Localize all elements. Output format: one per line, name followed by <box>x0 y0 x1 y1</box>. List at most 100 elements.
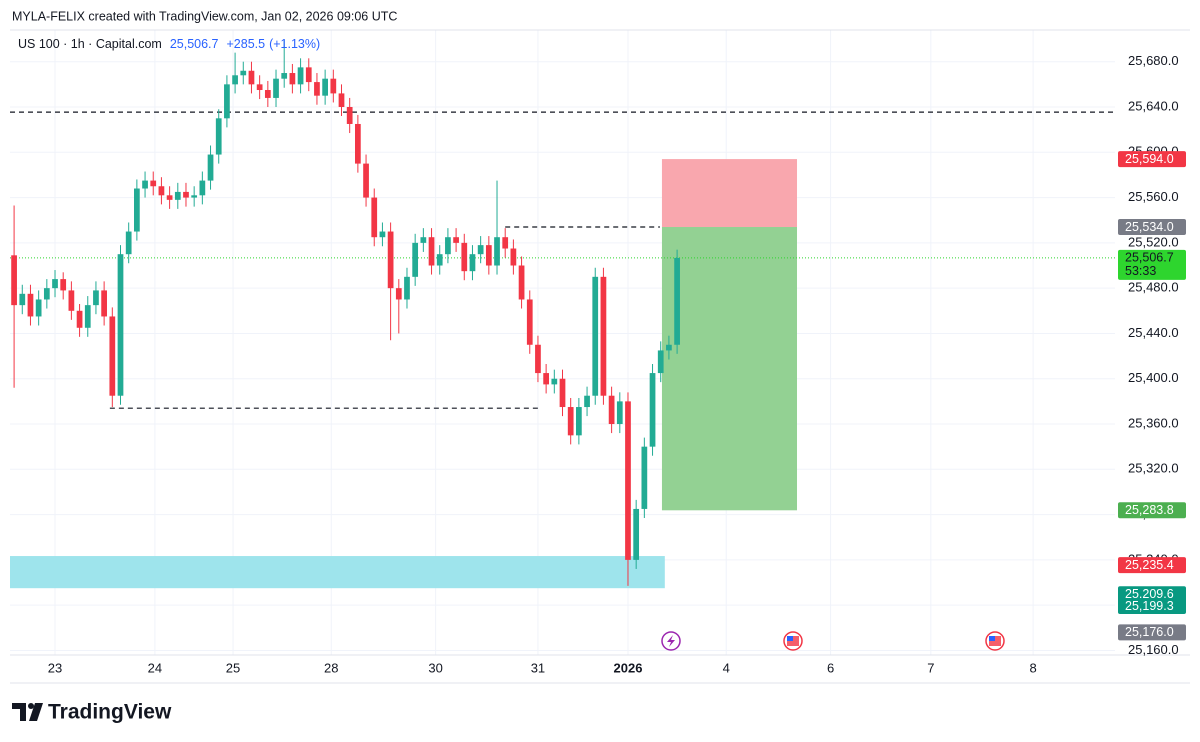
countdown: 53:33 <box>1125 264 1156 278</box>
candle-body <box>305 67 312 83</box>
candle-body <box>142 180 148 189</box>
last-price-label: 25,506.7 <box>1125 251 1174 265</box>
target-badge <box>1118 502 1186 519</box>
price-badge-label: 25,235.4 <box>1125 558 1174 572</box>
candle-body <box>166 195 173 200</box>
candle-body <box>633 508 640 560</box>
candle-body <box>297 67 304 85</box>
candle-body <box>322 78 328 96</box>
candle-body <box>535 344 541 374</box>
candle-body <box>371 197 378 238</box>
axes: 25,160.025,200.025,240.025,280.025,320.0… <box>10 29 1190 684</box>
candle-body <box>35 299 42 317</box>
y-tick-label: 25,520.0 <box>1128 234 1179 249</box>
last-price-badge <box>1118 249 1186 280</box>
x-tick-label: 2026 <box>614 660 643 675</box>
zone <box>10 556 665 589</box>
candle-body <box>52 279 58 289</box>
candle-body <box>19 293 26 306</box>
candle-body <box>592 276 599 396</box>
candle-body <box>174 191 181 200</box>
price-badge <box>1118 597 1186 614</box>
candle-body <box>494 237 500 266</box>
legend-change: +285.5 <box>226 37 265 51</box>
candle-body <box>567 407 574 436</box>
candle-body <box>273 78 279 98</box>
candle-body <box>158 186 165 196</box>
candle-body <box>469 254 476 272</box>
reward-box <box>661 227 798 511</box>
candle-body <box>543 373 549 385</box>
candle-body <box>240 70 247 76</box>
price-badge-label: 25,199.3 <box>1125 599 1174 613</box>
candle-body <box>232 75 238 85</box>
candle-body <box>43 288 50 300</box>
price-badge <box>1118 557 1186 574</box>
overlays <box>10 111 1115 589</box>
symbol: US 100 · 1h · Capital.com <box>18 37 162 51</box>
candle-body <box>436 254 443 266</box>
candle-body <box>616 401 623 425</box>
candle-body <box>248 70 255 85</box>
candle-body <box>125 231 132 255</box>
candle-body <box>559 378 566 408</box>
candle-body <box>60 279 67 291</box>
x-tick-label: 4 <box>723 660 730 675</box>
y-tick-label: 25,360.0 <box>1128 415 1179 430</box>
candle-body <box>510 248 517 266</box>
event-icon[interactable] <box>985 631 1005 651</box>
candle-body <box>625 401 631 560</box>
candle-body <box>281 73 288 79</box>
candle-body <box>355 123 361 164</box>
y-tick-label: 25,640.0 <box>1128 98 1179 113</box>
candle-body <box>674 257 680 345</box>
x-tick-label: 30 <box>428 660 442 675</box>
candle-body <box>420 237 427 243</box>
brand-name: TradingView <box>48 701 172 724</box>
x-tick-label: 8 <box>1030 660 1037 675</box>
candle-body <box>101 290 107 317</box>
legend: US 100 · 1h · Capital.com 25,506.7 +285.5 (… <box>18 37 320 51</box>
candle-body <box>485 245 492 266</box>
candle-body <box>134 188 140 232</box>
candle-body <box>412 242 419 277</box>
candle-body <box>518 265 525 300</box>
candle-body <box>11 255 17 306</box>
candle-body <box>379 231 386 238</box>
x-tick-label: 7 <box>927 660 934 675</box>
candle-body <box>150 180 157 187</box>
candle-body <box>608 395 615 425</box>
candle-body <box>338 93 345 107</box>
entry-badge-label: 25,534.0 <box>1125 220 1174 234</box>
price-badge-label: 25,176.0 <box>1125 625 1174 639</box>
price-badges: 25,594.0 25,534.0 25,283.8 25,235.4 25,209.6… <box>1118 151 1186 641</box>
candle-body <box>76 310 83 328</box>
x-tick-label: 23 <box>48 660 62 675</box>
candle-body <box>502 237 509 249</box>
price-badge <box>1118 624 1186 641</box>
y-tick-label: 25,480.0 <box>1128 280 1179 295</box>
y-tick-label: 25,440.0 <box>1128 325 1179 340</box>
candle-body <box>657 350 664 374</box>
candle-body <box>666 344 672 351</box>
candle-body <box>584 395 590 408</box>
x-tick-label: 31 <box>531 660 545 675</box>
target-badge-label: 25,283.8 <box>1125 503 1174 517</box>
legend-price: 25,506.7 <box>170 37 219 51</box>
candle-body <box>27 293 34 317</box>
candle-body <box>428 237 435 266</box>
candle-body <box>461 242 468 272</box>
candle-body <box>93 290 99 306</box>
event-icon[interactable] <box>661 631 681 651</box>
header: MYLA-FELIX created with TradingView.com,… <box>12 9 397 23</box>
entry-badge <box>1118 219 1186 236</box>
event-icon[interactable] <box>783 631 803 651</box>
candle-body <box>526 299 533 345</box>
candle-body <box>191 195 198 198</box>
candle-body <box>314 82 320 96</box>
x-tick-label: 24 <box>148 660 162 675</box>
candle-body <box>404 276 410 300</box>
